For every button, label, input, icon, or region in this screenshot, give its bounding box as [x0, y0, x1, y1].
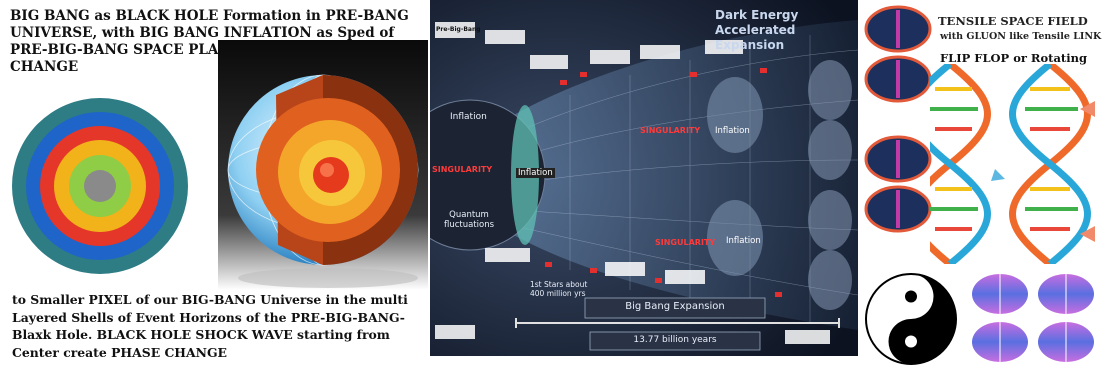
torus-field-grid — [972, 274, 1094, 362]
singularity-label-3: SINGULARITY — [655, 238, 716, 247]
orb-4 — [864, 185, 932, 233]
singularity-label-1: SINGULARITY — [432, 165, 493, 174]
torus-1 — [972, 274, 1028, 314]
ring-6 — [84, 170, 116, 202]
inflation-label-4: Inflation — [726, 236, 761, 246]
expansion-background — [430, 0, 858, 356]
dna-helix-diagram — [930, 64, 1095, 264]
yin-yang-icon — [865, 273, 957, 365]
flip-flop-label: FLIP FLOP or Rotating — [940, 51, 1088, 65]
orb-1 — [864, 5, 932, 53]
field-orbs-top — [864, 5, 932, 103]
expansion-label: Big Bang Expansion — [625, 301, 725, 312]
inflation-label-1: Inflation — [450, 112, 487, 122]
arrow-icon — [991, 169, 1005, 181]
dark-energy-header: Dark Energy Accelerated Expansion — [715, 8, 799, 52]
bottom-caption: to Smaller PIXEL of our BIG-BANG Univers… — [12, 292, 408, 360]
orb-2 — [864, 55, 932, 103]
big-bang-expansion-image: Dark Energy Accelerated Expansion Inflat… — [430, 0, 858, 356]
quantum-label: Quantum fluctuations — [443, 210, 495, 230]
torus-3 — [972, 322, 1028, 362]
tensile-field-label: TENSILE SPACE FIELD — [938, 14, 1088, 28]
orb-3 — [864, 135, 932, 183]
earth-layers-image — [218, 40, 428, 290]
singularity-label-2: SINGULARITY — [640, 126, 701, 135]
torus-4 — [1038, 322, 1094, 362]
field-orbs-middle — [864, 135, 932, 233]
pre-big-bang-label: Pre-Big-Bang — [436, 26, 481, 33]
arrow-icon — [1080, 101, 1095, 117]
inflation-label-3: Inflation — [715, 126, 750, 136]
years-label: 13.77 billion years — [633, 335, 717, 345]
inflation-label-2: Inflation — [516, 168, 555, 178]
arrow-icon — [1080, 226, 1095, 242]
torus-2 — [1038, 274, 1094, 314]
concentric-rings-diagram — [12, 98, 188, 274]
gluon-link-label: with GLUON like Tensile LINK — [940, 31, 1102, 42]
first-stars-label: 1st Stars about 400 million yrs — [530, 280, 588, 298]
